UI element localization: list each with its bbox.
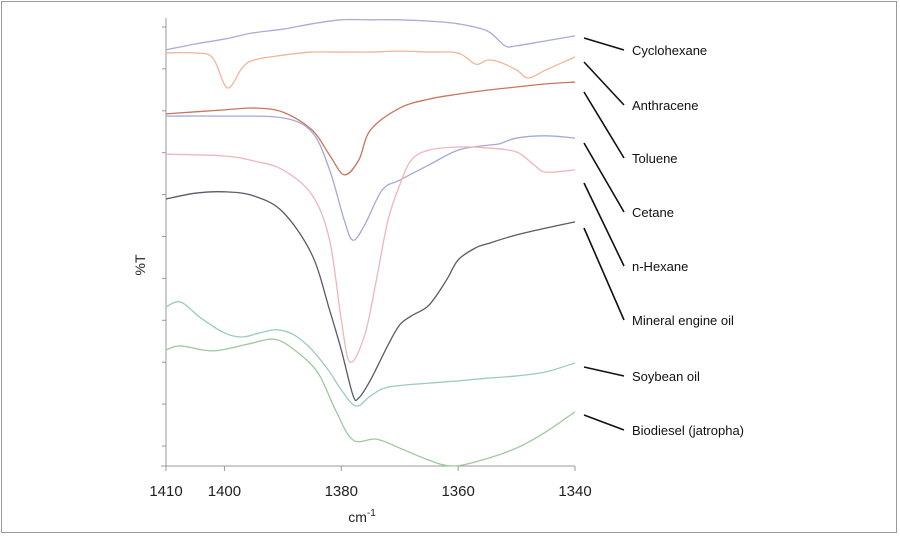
- series-label-cetane: Cetane: [632, 205, 674, 220]
- series-line-cetane: [165, 115, 576, 241]
- leader-line-biodiesel-jatropha: [583, 414, 625, 431]
- series-line-biodiesel-jatropha: [165, 338, 576, 467]
- y-axis-title: %T: [132, 254, 148, 275]
- leader-line-soybean-oil: [583, 366, 625, 377]
- series-label-mineral-engine-oil: Mineral engine oil: [632, 313, 734, 328]
- leader-line-n-hexane: [583, 182, 625, 267]
- series-label-biodiesel-jatropha: Biodiesel (jatropha): [632, 423, 744, 438]
- legend-labels: Cyclohexane Anthracene Toluene Cetane n-Hexa…: [583, 37, 744, 438]
- series-line-toluene: [165, 81, 576, 176]
- series-label-n-hexane: n-Hexane: [632, 259, 688, 274]
- leader-line-toluene: [583, 91, 625, 159]
- leader-line-cetane: [583, 142, 625, 213]
- series-label-soybean-oil: Soybean oil: [632, 369, 700, 384]
- series-line-n-hexane: [165, 146, 576, 363]
- x-tick-label: 1360: [441, 483, 474, 500]
- leader-line-mineral-engine-oil: [583, 227, 625, 321]
- x-tick-label: 1400: [208, 483, 241, 500]
- x-tick-label: 1340: [558, 483, 591, 500]
- x-tick-label: 1380: [325, 483, 358, 500]
- series-line-soybean-oil: [165, 301, 576, 407]
- series-label-cyclohexane: Cyclohexane: [632, 43, 707, 58]
- x-tick-label: 1410: [149, 483, 182, 500]
- series-label-toluene: Toluene: [632, 151, 678, 166]
- x-axis-unit-exponent: -1: [367, 508, 376, 519]
- series-line-cyclohexane: [165, 18, 576, 51]
- series-label-anthracene: Anthracene: [632, 98, 699, 113]
- series-group: [165, 18, 576, 467]
- axes: 1410 1400 1380 1360 1340: [149, 18, 592, 500]
- x-axis-title: cm-1: [348, 508, 376, 525]
- series-line-mineral-engine-oil: [165, 191, 576, 402]
- leader-line-cyclohexane: [583, 37, 625, 51]
- series-line-anthracene: [165, 50, 576, 89]
- leader-line-anthracene: [583, 61, 625, 106]
- x-axis-unit: cm: [348, 509, 367, 525]
